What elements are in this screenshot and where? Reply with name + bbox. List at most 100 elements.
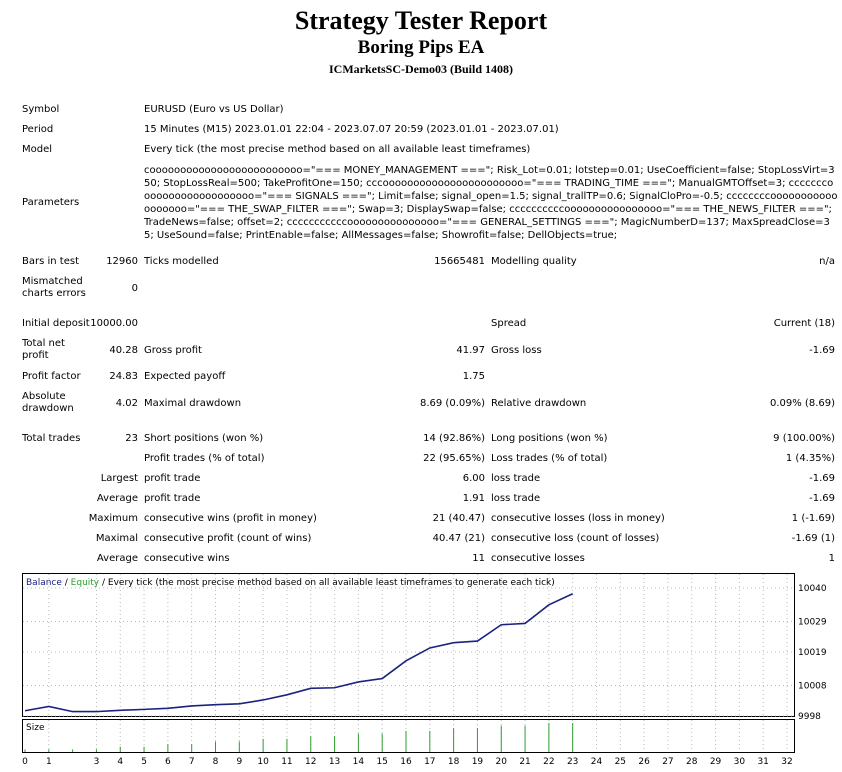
main-panel-frame — [22, 573, 795, 717]
x-tick-label: 12 — [305, 757, 316, 767]
average-consecutive-wins-label: consecutive wins — [144, 553, 230, 564]
max-consecutive-wins-value: 21 (40.47) — [432, 513, 485, 524]
parameters-value: cooooooooooooooooooooooooo="=== MONEY_MA… — [144, 165, 838, 241]
gross-profit-value: 41.97 — [456, 345, 485, 356]
x-tick-label: 10 — [257, 757, 269, 767]
legend-sep: / — [62, 578, 71, 588]
average-consecutive-losses-label: consecutive losses — [491, 553, 585, 564]
x-tick-label: 0 — [22, 757, 28, 767]
x-tick-label: 28 — [686, 757, 698, 767]
chart-legend: Balance / Equity / Every tick (the most … — [26, 578, 555, 588]
maximal-consecutive-loss-label: consecutive loss (count of losses) — [491, 533, 660, 544]
bars-label: Bars in test — [22, 256, 79, 267]
x-tick-label: 3 — [94, 757, 100, 767]
gross-loss-label: Gross loss — [491, 345, 542, 356]
x-tick-label: 27 — [662, 757, 673, 767]
quality-value: n/a — [819, 256, 835, 267]
symbol-value: EURUSD (Euro vs US Dollar) — [144, 104, 284, 115]
maximal-consecutive-profit-value: 40.47 (21) — [432, 533, 485, 544]
average-profit-value: 1.91 — [462, 493, 485, 504]
average-label: Average — [96, 493, 138, 504]
maximal-drawdown-value: 8.69 (0.09%) — [419, 398, 485, 409]
long-positions-label: Long positions (won %) — [491, 433, 608, 444]
size-bars — [24, 723, 574, 752]
maximal-consecutive-loss-value: -1.69 (1) — [791, 533, 835, 544]
gross-loss-value: -1.69 — [809, 345, 835, 356]
x-tick-label: 26 — [638, 757, 650, 767]
short-positions-label: Short positions (won %) — [144, 433, 264, 444]
deposit-label: Initial deposit — [22, 318, 90, 329]
net-profit-value: 40.28 — [109, 345, 138, 356]
parameters-label: Parameters — [22, 197, 80, 208]
profit-trades-value: 22 (95.65%) — [423, 453, 485, 464]
largest-label: Largest — [100, 473, 138, 484]
max-consecutive-wins-label: consecutive wins (profit in money) — [144, 513, 317, 524]
x-tick-label: 31 — [757, 757, 768, 767]
x-tick-label: 18 — [448, 757, 460, 767]
x-tick-label: 13 — [329, 757, 340, 767]
maximal-label: Maximal — [95, 533, 138, 544]
average-consecutive-losses-value: 1 — [828, 553, 835, 564]
symbol-label: Symbol — [22, 104, 60, 115]
x-tick-label: 6 — [165, 757, 171, 767]
model-value: Every tick (the most precise method base… — [144, 144, 531, 155]
x-tick-label: 5 — [141, 757, 147, 767]
average-loss-label: loss trade — [491, 493, 541, 504]
y-axis-ticks: 10040 10029 10019 10008 9998 — [798, 584, 827, 722]
x-tick-label: 11 — [281, 757, 292, 767]
x-tick-label: 32 — [781, 757, 792, 767]
largest-profit-value: 6.00 — [462, 473, 485, 484]
largest-loss-value: -1.69 — [809, 473, 835, 484]
loss-trades-value: 1 (4.35%) — [785, 453, 835, 464]
x-tick-label: 16 — [400, 757, 412, 767]
spread-value: Current (18) — [773, 318, 835, 329]
expected-payoff-value: 1.75 — [462, 371, 485, 382]
x-tick-label: 9 — [236, 757, 242, 767]
relative-drawdown-value: 0.09% (8.69) — [769, 398, 835, 409]
average-loss-value: -1.69 — [809, 493, 835, 504]
x-tick-label: 4 — [117, 757, 123, 767]
largest-loss-label: loss trade — [491, 473, 541, 484]
mismatched-value: 0 — [131, 283, 138, 294]
ticks-value: 15665481 — [434, 256, 485, 267]
x-tick-label: 30 — [734, 757, 746, 767]
model-label: Model — [22, 144, 53, 155]
server-build: ICMarketsSC-Demo03 (Build 1408) — [329, 62, 513, 76]
max-consecutive-losses-value: 1 (-1.69) — [791, 513, 835, 524]
maximal-consecutive-profit-label: consecutive profit (count of wins) — [144, 533, 312, 544]
x-tick-label: 25 — [615, 757, 626, 767]
profit-factor-label: Profit factor — [22, 371, 81, 382]
absolute-drawdown-value: 4.02 — [115, 398, 138, 409]
absolute-drawdown-label: Absolute drawdown — [22, 391, 74, 414]
x-tick-label: 15 — [376, 757, 387, 767]
chart-series — [24, 593, 574, 713]
y-tick-label: 10008 — [798, 682, 827, 692]
loss-trades-label: Loss trades (% of total) — [491, 453, 608, 464]
x-tick-label: 19 — [472, 757, 484, 767]
x-tick-label: 20 — [496, 757, 508, 767]
ticks-label: Ticks modelled — [144, 256, 219, 267]
mismatched-label: Mismatched charts errors — [22, 276, 86, 299]
x-tick-label: 14 — [353, 757, 365, 767]
total-trades-value: 23 — [125, 433, 138, 444]
quality-label: Modelling quality — [491, 256, 577, 267]
report-title: Strategy Tester Report — [294, 6, 548, 35]
expected-payoff-label: Expected payoff — [144, 371, 226, 382]
legend-balance: Balance — [26, 578, 62, 588]
spread-label: Spread — [491, 318, 527, 329]
x-tick-label: 22 — [543, 757, 554, 767]
deposit-value: 10000.00 — [90, 318, 138, 329]
y-tick-label: 9998 — [798, 712, 821, 722]
maximum-label: Maximum — [88, 513, 138, 524]
max-consecutive-losses-label: consecutive losses (loss in money) — [491, 513, 665, 524]
gross-profit-label: Gross profit — [144, 345, 202, 356]
x-tick-label: 24 — [591, 757, 603, 767]
balance-line — [24, 593, 574, 713]
y-tick-label: 10040 — [798, 584, 827, 594]
average-consecutive-label: Average — [96, 553, 138, 564]
x-tick-label: 21 — [519, 757, 530, 767]
size-panel-frame — [22, 719, 795, 753]
x-tick-label: 17 — [424, 757, 435, 767]
ea-name: Boring Pips EA — [357, 37, 485, 58]
